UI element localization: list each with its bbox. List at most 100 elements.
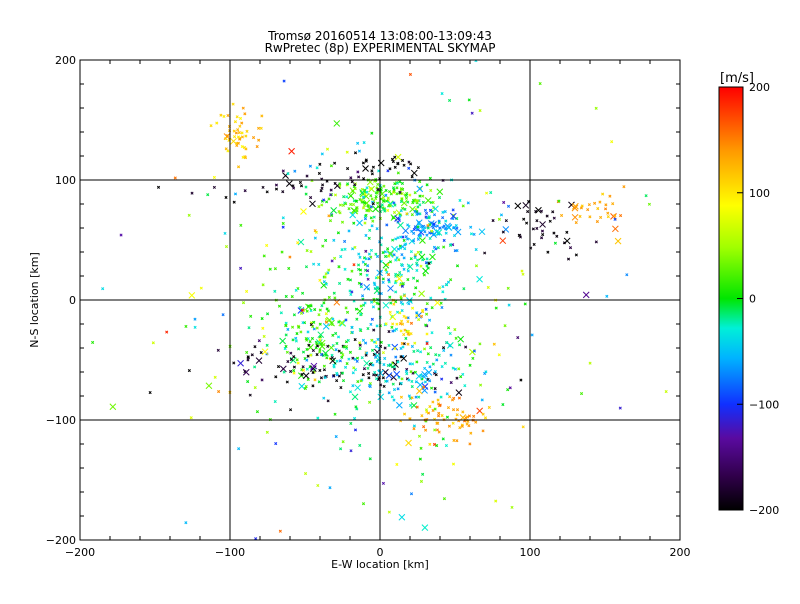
scatter-point <box>368 457 372 461</box>
scatter-point <box>613 213 617 218</box>
scatter-point <box>394 300 398 304</box>
scatter-point <box>288 408 293 412</box>
scatter-point <box>370 338 374 342</box>
scatter-point <box>588 361 592 365</box>
scatter-point <box>508 386 512 390</box>
scatter-point <box>416 250 420 254</box>
scatter-point <box>253 345 257 349</box>
scatter-point <box>427 216 431 220</box>
scatter-point <box>410 402 418 409</box>
scatter-point <box>260 114 264 118</box>
scatter-point <box>373 283 377 287</box>
scatter-point <box>322 349 329 357</box>
scatter-point <box>339 255 343 259</box>
scatter-point <box>453 328 457 332</box>
scatter-point <box>319 189 323 193</box>
scatter-point <box>383 250 387 254</box>
scatter-point <box>416 166 420 170</box>
scatter-point <box>224 245 229 249</box>
scatter-point <box>395 181 399 185</box>
scatter-point <box>440 92 444 96</box>
scatter-point <box>386 196 390 200</box>
scatter-point <box>407 302 411 306</box>
scatter-point <box>481 429 485 433</box>
scatter-point <box>313 229 317 233</box>
scatter-point <box>506 286 510 290</box>
x-tick-label: 0 <box>377 546 384 559</box>
scatter-point <box>519 378 523 382</box>
y-tick-label: −200 <box>46 534 76 547</box>
scatter-point <box>339 386 343 390</box>
scatter-point <box>329 193 333 197</box>
scatter-point <box>325 356 329 360</box>
scatter-point <box>245 129 249 133</box>
scatter-point <box>407 378 411 382</box>
scatter-point <box>455 376 459 380</box>
scatter-point <box>327 214 331 218</box>
scatter-point <box>333 412 337 416</box>
scatter-point <box>322 198 326 202</box>
scatter-point <box>240 131 244 135</box>
scatter-point <box>426 226 430 230</box>
scatter-point <box>344 345 348 349</box>
scatter-point <box>457 343 462 347</box>
scatter-point <box>409 321 414 325</box>
scatter-point <box>535 219 539 223</box>
scatter-point <box>399 395 403 399</box>
scatter-point <box>606 211 610 215</box>
scatter-point <box>398 311 402 315</box>
scatter-point <box>431 362 435 366</box>
scatter-point <box>358 327 362 331</box>
scatter-point <box>324 317 329 321</box>
scatter-point <box>306 304 311 308</box>
scatter-point <box>390 325 394 329</box>
scatter-point <box>370 317 374 321</box>
colorbar-tick-label: 0 <box>749 293 756 306</box>
scatter-point <box>574 253 578 257</box>
scatter-point <box>432 206 436 210</box>
scatter-point <box>305 303 312 311</box>
scatter-point <box>221 313 225 317</box>
scatter-point <box>348 350 352 354</box>
scatter-point <box>340 248 344 252</box>
scatter-point <box>309 196 313 200</box>
scatter-point <box>317 205 321 209</box>
scatter-point <box>396 247 400 251</box>
scatter-point <box>441 225 445 229</box>
scatter-point <box>555 234 559 238</box>
scatter-point <box>242 146 247 150</box>
scatter-point <box>391 186 396 190</box>
scatter-point <box>261 185 265 189</box>
scatter-point <box>362 195 366 199</box>
scatter-point <box>422 385 426 389</box>
scatter-point <box>348 390 353 394</box>
scatter-point <box>400 253 404 257</box>
scatter-points <box>91 60 668 540</box>
scatter-point <box>326 316 333 324</box>
scatter-point <box>361 161 365 165</box>
scatter-point <box>173 176 177 180</box>
scatter-point <box>281 225 285 229</box>
scatter-point <box>310 336 314 341</box>
scatter-point <box>403 247 407 251</box>
scatter-point <box>274 375 278 379</box>
scatter-point <box>279 365 287 373</box>
scatter-point <box>416 212 420 216</box>
scatter-point <box>487 405 491 410</box>
scatter-point <box>381 251 385 255</box>
scatter-point <box>189 416 193 420</box>
scatter-point <box>457 367 461 371</box>
scatter-point <box>233 192 238 196</box>
scatter-point <box>572 202 579 210</box>
y-axis-label: N-S location [km] <box>28 252 41 348</box>
scatter-point <box>421 200 425 204</box>
scatter-point <box>424 261 428 265</box>
scatter-point <box>395 322 399 326</box>
scatter-point <box>212 175 216 179</box>
scatter-point <box>315 166 319 170</box>
scatter-point <box>428 318 432 322</box>
scatter-point <box>396 236 400 240</box>
scatter-point <box>215 121 219 125</box>
scatter-point <box>389 313 397 321</box>
